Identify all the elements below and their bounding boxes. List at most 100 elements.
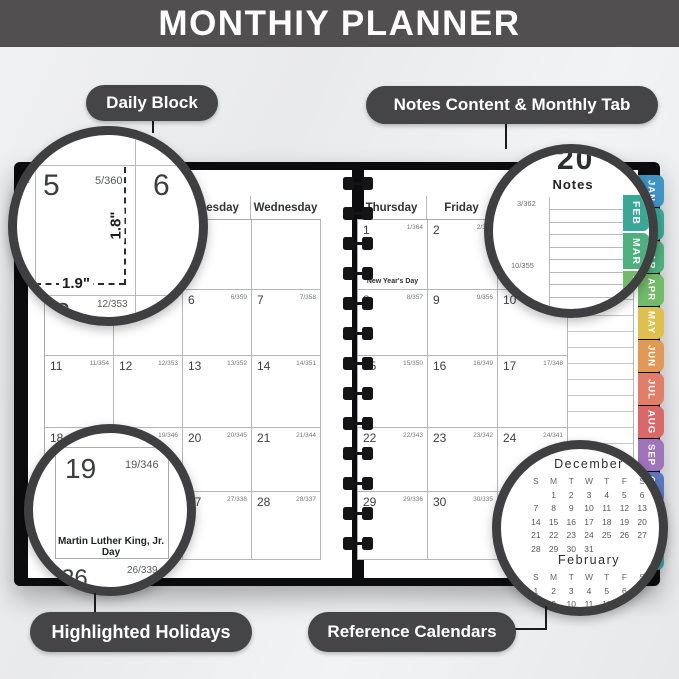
day-of-year: 19/346 <box>158 432 178 439</box>
banner-title: MONTHIY PLANNER <box>158 3 521 43</box>
day-of-year: 12/353 <box>97 299 128 310</box>
mini-day: 31 <box>584 543 594 554</box>
mini-day: 8 <box>533 599 539 609</box>
day-of-year: 1/364 <box>406 224 423 231</box>
day-number: 30 <box>433 495 447 509</box>
connector-reference-v <box>545 606 547 630</box>
mini-day: 11 <box>602 503 612 513</box>
connector-reference-h <box>511 628 547 630</box>
day-of-year: 21/344 <box>296 432 316 439</box>
zoom-circle-daily-block: 361 5 5/360 6 1.8" 1.9" 12 12/353 4 <box>8 126 208 326</box>
day-number: 6 <box>153 169 170 202</box>
day-of-year: 24/341 <box>543 432 563 439</box>
day-of-year: 12/353 <box>158 360 178 367</box>
day-number: 14 <box>257 359 271 373</box>
month-tab-label: JUN <box>645 344 657 367</box>
calendar-cell: 28 28/337 <box>252 492 321 560</box>
calendar-cell: 11 11/354 <box>45 356 114 428</box>
calendar-cell-outline <box>55 447 169 559</box>
notes-line <box>568 363 633 364</box>
notes-line <box>568 379 633 380</box>
calendar-cell: 22/363 <box>428 220 498 290</box>
day-of-year: 15/350 <box>403 360 423 367</box>
calendar-cell: 21 21/344 <box>252 428 321 492</box>
mini-day: 12 <box>601 599 612 609</box>
width-dimension-label: 1.9" <box>59 275 93 292</box>
spiral-coil <box>342 417 374 430</box>
spiral-coil <box>342 507 374 520</box>
month-tab-label: FEB <box>630 201 642 225</box>
day-of-year: 11/354 <box>89 360 109 367</box>
spiral-coil <box>342 387 374 400</box>
connector-notes <box>505 121 507 149</box>
day-of-year: 14/351 <box>296 360 316 367</box>
calendar-cell <box>252 220 321 290</box>
spiral-coil <box>342 207 374 220</box>
day-of-year: 9/356 <box>476 294 493 301</box>
callout-reference: Reference Calendars <box>308 612 516 652</box>
callout-notes-tab-label: Notes Content & Monthly Tab <box>393 95 631 114</box>
holiday-label: New Year's Day <box>366 278 419 285</box>
mini-day: 20 <box>637 516 647 527</box>
mini-day: 2 <box>568 489 574 500</box>
mini-weekday: M <box>550 476 558 486</box>
mini-weekday: T <box>604 476 610 486</box>
day-of-year: 29/336 <box>403 496 423 503</box>
notes-line <box>568 395 633 396</box>
magnified-month-tab-apr: APR <box>623 271 649 307</box>
mini-weekday: F <box>621 572 628 582</box>
day-of-year: 20/345 <box>227 432 247 439</box>
month-tab-label: JUL <box>645 378 657 400</box>
notes-line <box>568 347 633 348</box>
mini-day: 25 <box>601 530 612 540</box>
zoom-circle-reference-calendars: December S M T W T F S 1 2 3 4 5 6 7 8 9 10 11 12 13 14 15 16 17… <box>492 440 668 616</box>
notes-line <box>549 284 623 285</box>
spiral-coil-bar <box>350 272 366 275</box>
calendar-cell: 12 12/353 <box>114 356 183 428</box>
mini-day: 5 <box>622 489 627 500</box>
day-of-year: 19/346 <box>125 459 159 471</box>
calendar-cell: 16 16/349 <box>428 356 498 428</box>
mini-day: 3 <box>568 585 574 596</box>
calendar-cell: 14 14/351 <box>252 356 321 428</box>
mini-weekday: W <box>584 476 593 486</box>
mini-day: 24 <box>584 530 594 540</box>
calendar-cell: 7 7/358 <box>252 290 321 356</box>
mini-weekday: S <box>639 572 645 582</box>
spiral-coil-bar <box>350 542 366 545</box>
day-number: 17 <box>503 359 517 373</box>
month-tab-label: MAR <box>630 237 642 265</box>
spiral-coil <box>342 327 374 340</box>
mini-weekday: T <box>604 572 610 582</box>
top-banner: MONTHIY PLANNER <box>0 0 679 47</box>
callout-reference-label: Reference Calendars <box>327 622 497 641</box>
spiral-coil-bar <box>350 392 366 395</box>
mini-day: 1 <box>551 489 556 500</box>
zoom-circle-notes: 20 Notes 3/362 10/355 FEBMARAPRMAY <box>484 144 658 318</box>
mini-day: 4 <box>604 489 610 500</box>
mini-calendar-february: FebruarySMTWTFS1234567891011121314151617… <box>520 553 658 617</box>
callout-holidays: Highlighted Holidays <box>30 612 252 652</box>
mini-weekday: W <box>584 572 593 582</box>
mini-day: 18 <box>580 613 598 617</box>
weekday-header: Thursday <box>357 196 427 219</box>
mini-day: 12 <box>619 503 630 513</box>
mini-day: 26 <box>619 530 630 540</box>
day-of-year: 17/348 <box>543 360 563 367</box>
notes-margin-line <box>549 197 550 309</box>
mini-day: 9 <box>551 599 556 609</box>
mini-day: 13 <box>637 503 647 513</box>
mini-weekday: T <box>568 476 574 486</box>
magnified-month-tab-mar: MAR <box>623 233 649 269</box>
spiral-coil-bar <box>350 452 366 455</box>
mini-day <box>527 490 545 500</box>
callout-holidays-label: Highlighted Holidays <box>51 621 231 642</box>
month-tab-may: MAY <box>638 307 664 339</box>
month-tab-aug: AUG <box>638 406 664 438</box>
day-of-year: 30/335 <box>473 496 493 503</box>
calendar-cell: 13 13/352 <box>183 356 252 428</box>
mini-day: 10 <box>566 599 577 609</box>
zoom-circle-holiday: 19 19/346 Martin Luther King, Jr. Day 26… <box>24 424 196 596</box>
mini-calendar-grid: SMTWTFS123456789101112131415161718192021… <box>527 572 651 617</box>
mini-day <box>633 544 651 554</box>
